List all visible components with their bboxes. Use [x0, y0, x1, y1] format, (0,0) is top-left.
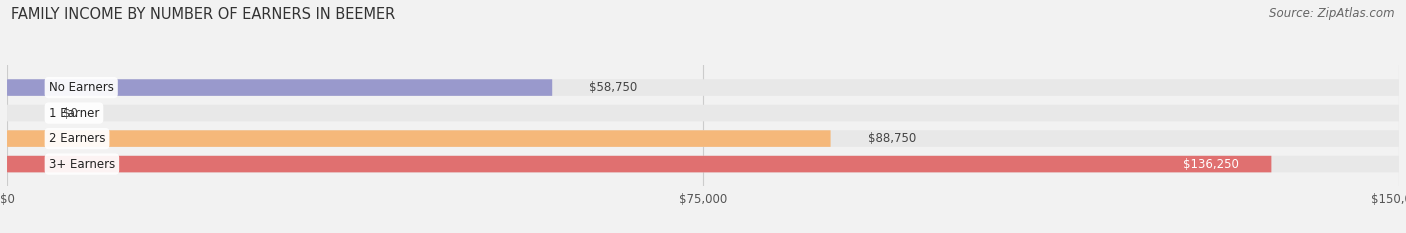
FancyBboxPatch shape	[7, 130, 831, 147]
Text: 3+ Earners: 3+ Earners	[49, 158, 115, 171]
Text: No Earners: No Earners	[49, 81, 114, 94]
FancyBboxPatch shape	[7, 156, 1271, 172]
FancyBboxPatch shape	[7, 130, 1399, 147]
Text: $58,750: $58,750	[589, 81, 637, 94]
Text: Source: ZipAtlas.com: Source: ZipAtlas.com	[1270, 7, 1395, 20]
Text: $88,750: $88,750	[868, 132, 915, 145]
Text: FAMILY INCOME BY NUMBER OF EARNERS IN BEEMER: FAMILY INCOME BY NUMBER OF EARNERS IN BE…	[11, 7, 395, 22]
Text: 2 Earners: 2 Earners	[49, 132, 105, 145]
Text: 1 Earner: 1 Earner	[49, 106, 100, 120]
FancyBboxPatch shape	[7, 156, 1399, 172]
FancyBboxPatch shape	[7, 105, 1399, 121]
Text: $136,250: $136,250	[1182, 158, 1239, 171]
FancyBboxPatch shape	[7, 79, 1399, 96]
FancyBboxPatch shape	[7, 79, 553, 96]
Text: $0: $0	[63, 106, 77, 120]
